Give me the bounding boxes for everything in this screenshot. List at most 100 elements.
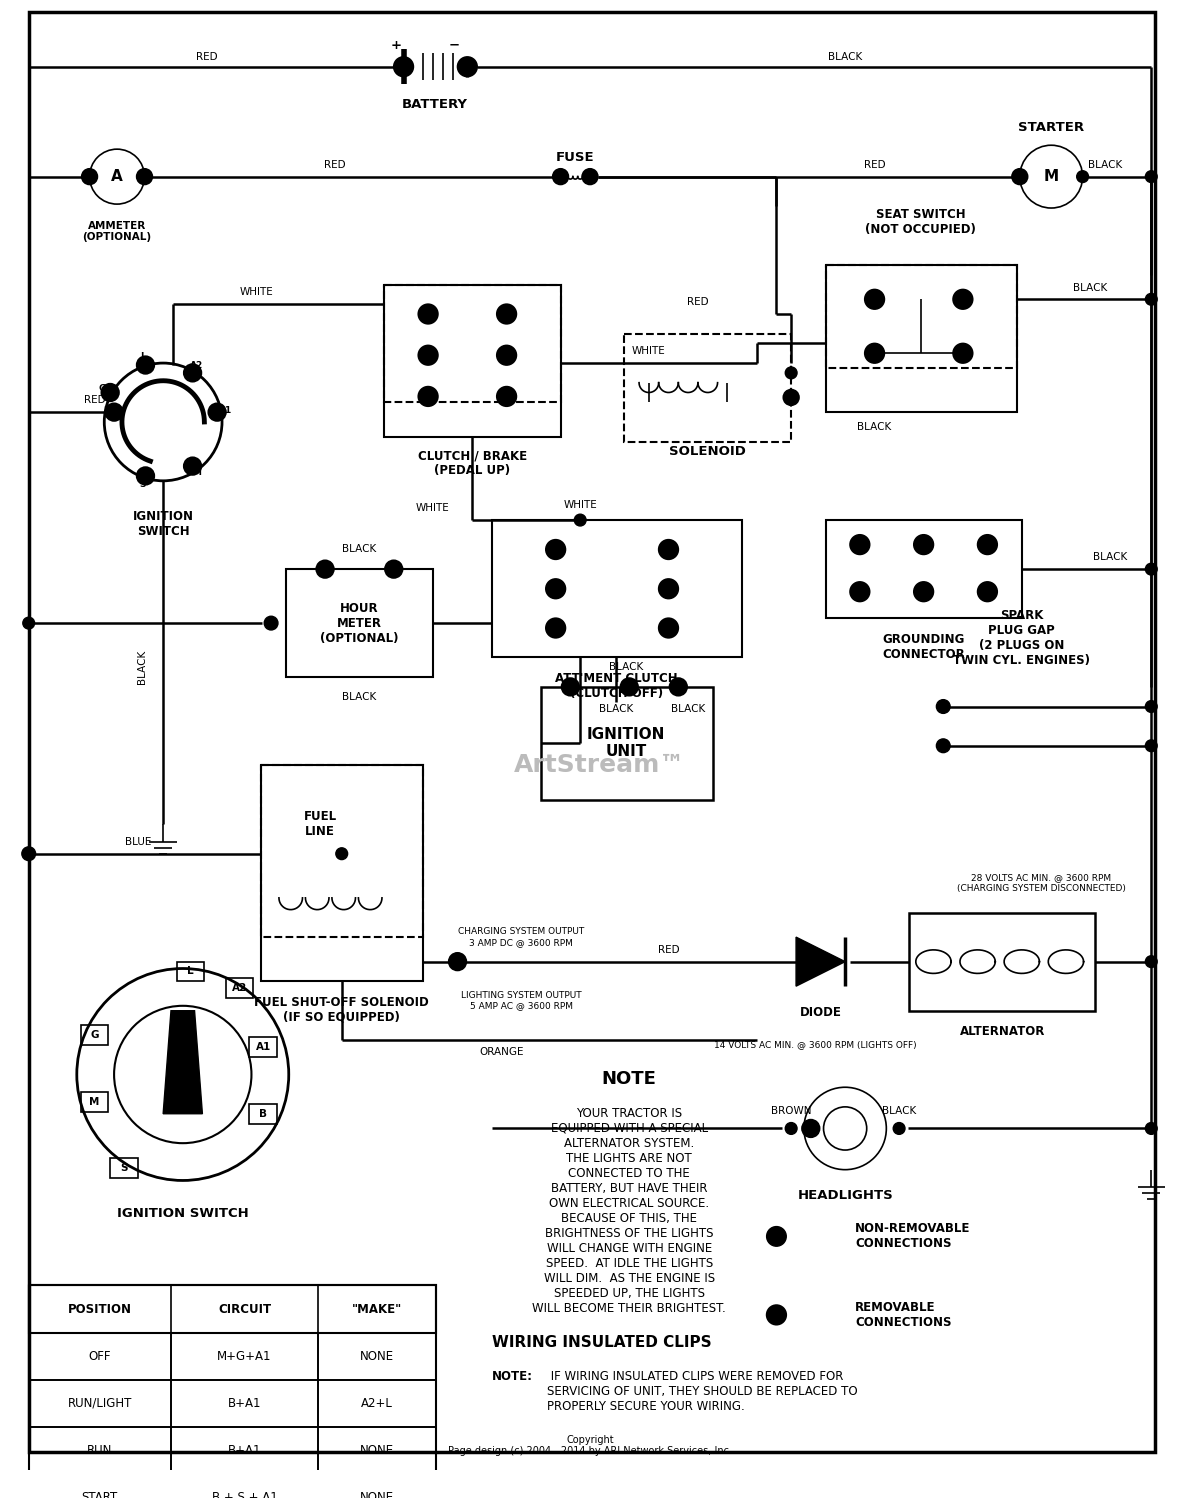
Bar (909, 912, 1095, 1011)
Text: BLUE: BLUE (125, 837, 152, 846)
Circle shape (1146, 1122, 1158, 1134)
Circle shape (1012, 169, 1028, 184)
Circle shape (785, 367, 796, 379)
Circle shape (977, 535, 997, 554)
Text: ALTERNATOR: ALTERNATOR (959, 1026, 1044, 1038)
Circle shape (209, 403, 225, 421)
Bar (28, 1380, 435, 1426)
Bar (249, 1104, 277, 1124)
Circle shape (582, 169, 598, 184)
Text: BLACK: BLACK (599, 704, 634, 713)
Bar (80, 1026, 109, 1046)
Circle shape (865, 343, 884, 363)
Text: RED: RED (864, 160, 885, 169)
Text: STARTER: STARTER (1018, 121, 1084, 133)
Text: WHITE: WHITE (563, 500, 597, 511)
Circle shape (394, 57, 413, 76)
Circle shape (802, 1119, 820, 1137)
Text: L: L (188, 966, 194, 977)
Text: BLACK: BLACK (609, 662, 643, 673)
Text: S: S (120, 1162, 127, 1173)
Text: RED: RED (324, 160, 346, 169)
Text: NONE: NONE (360, 1444, 394, 1458)
Text: WHITE: WHITE (417, 503, 450, 514)
Circle shape (953, 289, 972, 309)
Circle shape (22, 846, 35, 860)
Text: M+G+A1: M+G+A1 (217, 1350, 271, 1363)
Circle shape (184, 457, 202, 475)
Text: HEADLIGHTS: HEADLIGHTS (798, 1189, 893, 1203)
Text: BLACK: BLACK (342, 692, 376, 701)
Circle shape (1146, 701, 1158, 713)
Text: REMOVABLE
CONNECTIONS: REMOVABLE CONNECTIONS (856, 1300, 951, 1329)
Text: A2: A2 (232, 983, 248, 993)
Text: A1: A1 (218, 406, 231, 415)
Circle shape (1146, 740, 1158, 752)
Text: IGNITION
UNIT: IGNITION UNIT (588, 727, 666, 759)
Circle shape (418, 346, 438, 366)
Text: BLACK: BLACK (828, 52, 863, 61)
Circle shape (913, 581, 933, 602)
Circle shape (767, 1227, 786, 1246)
Bar (384, 285, 560, 403)
Circle shape (137, 169, 152, 184)
Text: NON-REMOVABLE
CONNECTIONS: NON-REMOVABLE CONNECTIONS (856, 1222, 970, 1251)
Text: HOUR
METER
(OPTIONAL): HOUR METER (OPTIONAL) (320, 602, 399, 644)
Text: LIGHTING SYSTEM OUTPUT
5 AMP AC @ 3600 RPM: LIGHTING SYSTEM OUTPUT 5 AMP AC @ 3600 R… (461, 992, 582, 1011)
Text: IGNITION SWITCH: IGNITION SWITCH (117, 1207, 249, 1219)
Circle shape (575, 514, 586, 526)
Bar (384, 285, 560, 436)
Bar (540, 688, 713, 800)
Circle shape (418, 304, 438, 324)
Circle shape (658, 578, 678, 599)
Text: BLACK: BLACK (881, 1106, 916, 1116)
Circle shape (865, 289, 884, 309)
Text: ATT'MENT CLUTCH
(CLUTCH OFF): ATT'MENT CLUTCH (CLUTCH OFF) (555, 673, 677, 700)
Circle shape (669, 679, 687, 695)
Text: BATTERY: BATTERY (402, 97, 468, 111)
Text: +: + (391, 39, 401, 51)
Text: G: G (90, 1031, 99, 1040)
Circle shape (418, 386, 438, 406)
Text: B: B (260, 1109, 267, 1119)
Circle shape (497, 346, 517, 366)
Text: BLACK: BLACK (1074, 283, 1108, 292)
Text: B + S + A1: B + S + A1 (211, 1491, 277, 1498)
Text: FUEL SHUT-OFF SOLENOID
(IF SO EQUIPPED): FUEL SHUT-OFF SOLENOID (IF SO EQUIPPED) (255, 996, 430, 1025)
Circle shape (81, 169, 98, 184)
Circle shape (458, 57, 477, 76)
Circle shape (658, 539, 678, 559)
Text: B+A1: B+A1 (228, 1396, 261, 1410)
Text: WIRING INSULATED CLIPS: WIRING INSULATED CLIPS (492, 1335, 712, 1350)
Text: OFF: OFF (88, 1350, 111, 1363)
Circle shape (22, 617, 34, 629)
Bar (28, 1285, 435, 1333)
Text: "MAKE": "MAKE" (352, 1303, 402, 1315)
Text: SPARK
PLUG GAP
(2 PLUGS ON
TWIN CYL. ENGINES): SPARK PLUG GAP (2 PLUGS ON TWIN CYL. ENG… (953, 610, 1090, 667)
Text: SOLENOID: SOLENOID (669, 445, 746, 458)
Circle shape (448, 953, 466, 971)
Circle shape (546, 578, 565, 599)
Text: A: A (111, 169, 123, 184)
Circle shape (184, 364, 202, 382)
Text: GROUNDING
CONNECTOR: GROUNDING CONNECTOR (883, 634, 965, 661)
Circle shape (101, 383, 119, 401)
Text: M: M (192, 469, 202, 478)
Circle shape (497, 304, 517, 324)
Text: ORANGE: ORANGE (479, 1047, 524, 1058)
Text: WHITE: WHITE (240, 288, 274, 298)
Bar (225, 978, 254, 998)
Text: NONE: NONE (360, 1491, 394, 1498)
Circle shape (137, 357, 155, 374)
Text: BLACK: BLACK (858, 422, 892, 431)
Text: RED: RED (84, 395, 105, 406)
Circle shape (385, 560, 402, 578)
Circle shape (137, 467, 155, 485)
Text: NONE: NONE (360, 1350, 394, 1363)
Polygon shape (163, 1011, 203, 1113)
Circle shape (785, 1122, 796, 1134)
Text: RED: RED (657, 945, 680, 954)
Circle shape (658, 619, 678, 638)
Bar (110, 1158, 138, 1177)
Bar (177, 962, 204, 981)
